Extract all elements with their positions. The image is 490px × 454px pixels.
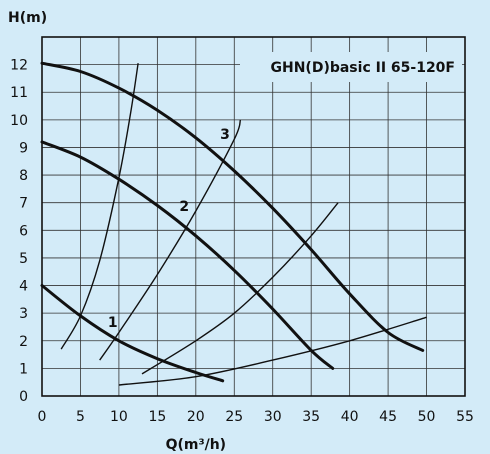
system-curve-3 — [141, 202, 339, 375]
title-box — [240, 52, 462, 82]
pump-curve-2 — [40, 140, 335, 370]
pump-curve-label-1: 1 — [108, 315, 118, 331]
y-tick-label: 9 — [19, 140, 28, 156]
x-tick-label: 40 — [341, 409, 359, 425]
x-tick-label: 35 — [302, 409, 320, 425]
y-tick-label: 12 — [10, 58, 28, 74]
x-tick-label: 55 — [456, 409, 474, 425]
x-tick-label: 15 — [148, 409, 166, 425]
system-curve-4 — [118, 316, 427, 386]
y-tick-label: 2 — [19, 334, 28, 350]
y-tick-label: 7 — [19, 196, 28, 212]
x-axis-label: Q(m³/h) — [166, 437, 227, 453]
x-tick-label: 5 — [76, 409, 85, 425]
y-tick-label: 5 — [19, 251, 28, 267]
y-tick-label: 8 — [19, 168, 28, 184]
y-tick-label: 10 — [10, 113, 28, 129]
x-tick-label: 50 — [418, 409, 436, 425]
pump-curve-3 — [40, 61, 425, 352]
y-tick-label: 6 — [19, 223, 28, 239]
pump-curve-1 — [40, 284, 225, 383]
x-tick-label: 25 — [225, 409, 243, 425]
x-tick-label: 30 — [264, 409, 282, 425]
y-axis-label: H(m) — [8, 10, 47, 26]
x-tick-label: 20 — [187, 409, 205, 425]
system-curve-1 — [60, 63, 139, 350]
pump-curve-label-3: 3 — [220, 127, 230, 143]
x-tick-label: 0 — [38, 409, 47, 425]
chart-title: GHN(D)basic II 65-120F — [271, 60, 456, 76]
x-tick-label: 10 — [110, 409, 128, 425]
y-tick-label: 4 — [19, 279, 28, 295]
x-tick-label: 45 — [379, 409, 397, 425]
curves: 1 2 3 — [40, 61, 427, 386]
pump-curve-label-2: 2 — [179, 199, 189, 215]
y-tick-label: 1 — [19, 361, 28, 377]
system-curve-2 — [99, 119, 242, 361]
y-tick-label: 11 — [10, 85, 28, 101]
y-tick-label: 0 — [19, 389, 28, 405]
plot-frame — [41, 36, 466, 397]
y-tick-label: 3 — [19, 306, 28, 322]
